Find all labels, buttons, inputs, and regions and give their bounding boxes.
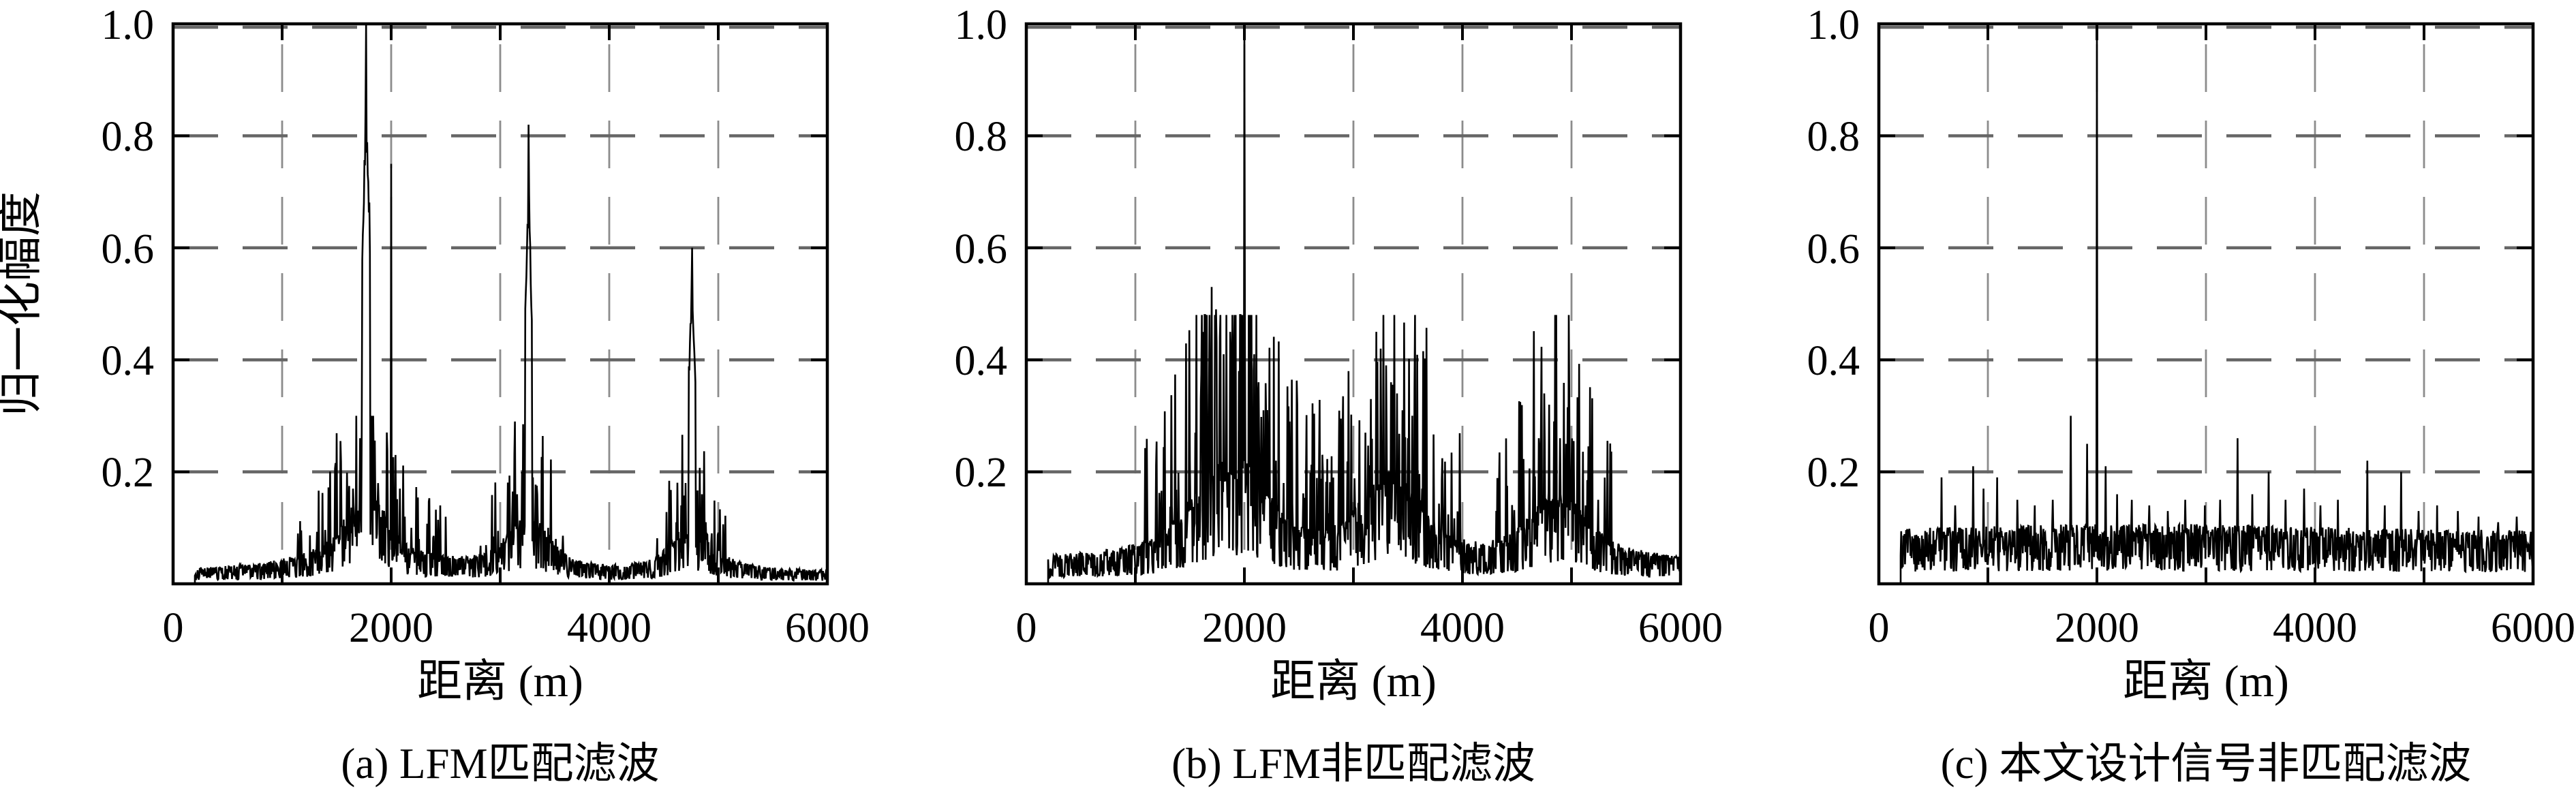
y-tick-label: 0.2 [102,450,155,496]
plot-c-graphics [1877,22,2535,586]
y-tick-label: 0.6 [102,226,155,272]
y-tick-label: 1.0 [1807,2,1860,48]
y-tick-label: 0.4 [102,338,155,384]
subplot-caption: (b) LFM非匹配滤波 [1171,740,1535,788]
plot-c: 1.0 0.8 0.6 0.4 0.2 0 2000 4000 6000 距离 … [1807,2,2576,788]
x-axis-label: 距离 (m) [1270,657,1437,706]
plot-b-graphics [1024,22,1683,586]
x-axis-label: 距离 (m) [2123,657,2289,706]
y-tick-label: 1.0 [102,2,155,48]
x-tick-label: 4000 [567,605,651,651]
y-axis-label: 归一化幅度 [0,191,46,416]
plot-border [171,22,829,586]
x-tick-label: 2000 [349,605,433,651]
plot-border [1024,22,1683,586]
signal-trace-a [194,23,829,584]
plot-border [1877,22,2535,586]
x-tick-label: 2000 [1202,605,1287,651]
x-tick-label: 4000 [2273,605,2357,651]
plot-a: 1.0 0.8 0.6 0.4 0.2 0 2000 4000 6000 距离 … [102,2,870,788]
plot-b: 1.0 0.8 0.6 0.4 0.2 0 2000 4000 6000 距离 … [955,2,1723,788]
y-tick-label: 0.6 [1807,226,1860,272]
y-tick-label: 1.0 [955,2,1008,48]
y-tick-label: 0.8 [1807,114,1860,160]
y-tick-label: 0.8 [102,114,155,160]
signal-trace-b [1047,23,1682,584]
y-tick-label: 0.4 [955,338,1008,384]
subplot-caption: (c) 本文设计信号非匹配滤波 [1941,740,2472,788]
subplot-caption: (a) LFM匹配滤波 [341,740,659,788]
y-tick-label: 0.4 [1807,338,1860,384]
y-tick-label: 0.2 [955,450,1008,496]
y-tick-label: 0.8 [955,114,1008,160]
y-tick-label: 0.2 [1807,450,1860,496]
x-tick-label: 2000 [2055,605,2139,651]
x-axis-label: 距离 (m) [417,657,583,706]
x-tick-label: 6000 [785,605,870,651]
signal-trace-c [1899,23,2534,584]
x-tick-label: 4000 [1420,605,1505,651]
x-tick-label: 0 [163,605,184,651]
x-tick-label: 0 [1016,605,1037,651]
x-tick-label: 6000 [2491,605,2575,651]
x-tick-label: 6000 [1638,605,1723,651]
plot-a-graphics [171,22,829,586]
y-tick-label: 0.6 [955,226,1008,272]
x-tick-label: 0 [1869,605,1890,651]
